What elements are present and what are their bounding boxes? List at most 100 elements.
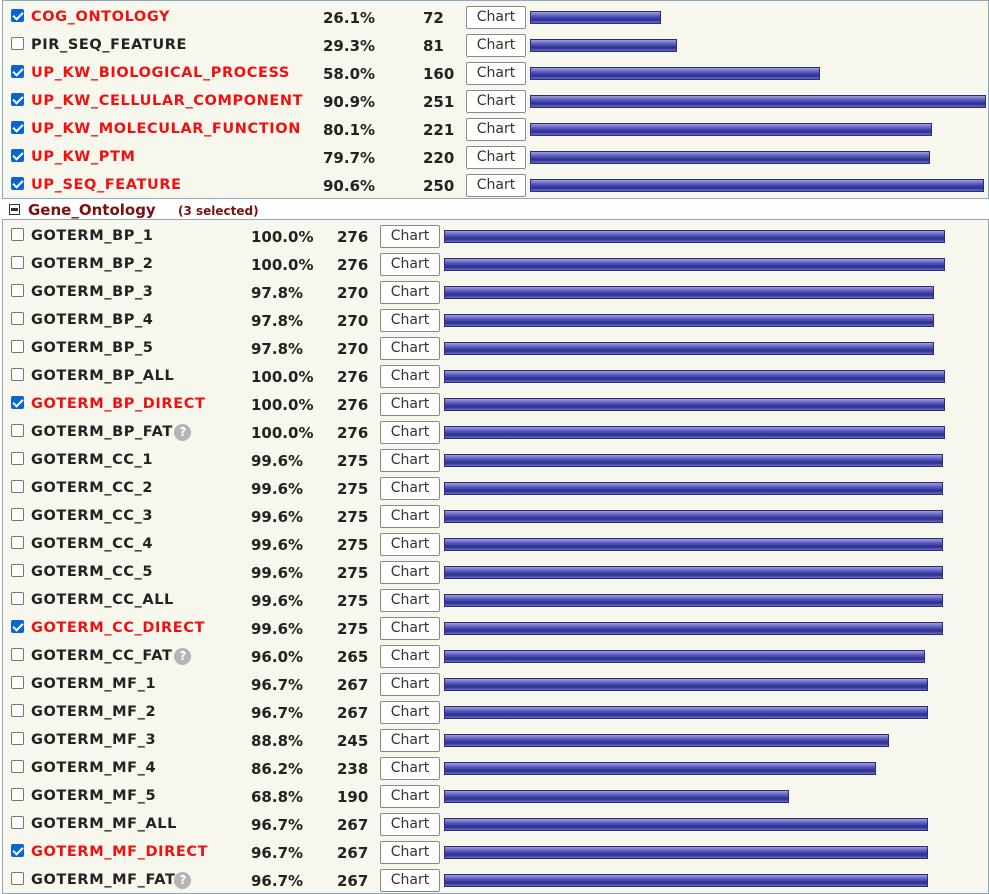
category-checkbox[interactable] xyxy=(11,620,24,633)
category-checkbox[interactable] xyxy=(11,256,24,269)
category-checkbox[interactable] xyxy=(11,368,24,381)
category-percent: 100.0% xyxy=(251,424,314,442)
annotation-category-panel: COG_ONTOLOGY 26.1% 72 Chart PIR_SEQ_FEATURE 2… xyxy=(2,0,989,199)
category-percent: 99.6% xyxy=(251,508,304,526)
chart-button[interactable]: Chart xyxy=(466,6,526,29)
category-checkbox[interactable] xyxy=(11,149,24,162)
category-checkbox[interactable] xyxy=(11,676,24,689)
chart-button[interactable]: Chart xyxy=(380,757,440,780)
category-checkbox[interactable] xyxy=(11,312,24,325)
chart-button[interactable]: Chart xyxy=(466,34,526,57)
category-checkbox[interactable] xyxy=(11,424,24,437)
chart-button[interactable]: Chart xyxy=(380,225,440,248)
category-checkbox[interactable] xyxy=(11,760,24,773)
category-count: 275 xyxy=(337,480,369,498)
chart-button[interactable]: Chart xyxy=(380,813,440,836)
category-checkbox[interactable] xyxy=(11,788,24,801)
category-checkbox[interactable] xyxy=(11,508,24,521)
category-count: 275 xyxy=(337,536,369,554)
category-row: GOTERM_BP_5 97.8% 270 Chart xyxy=(3,334,988,362)
chart-button[interactable]: Chart xyxy=(380,253,440,276)
chart-button[interactable]: Chart xyxy=(380,729,440,752)
category-row: GOTERM_CC_DIRECT 99.6% 275 Chart xyxy=(3,614,988,642)
percentage-bar xyxy=(444,398,945,411)
percentage-bar xyxy=(530,67,820,80)
help-icon[interactable]: ? xyxy=(174,872,192,889)
help-icon[interactable]: ? xyxy=(174,424,192,441)
chart-button[interactable]: Chart xyxy=(380,617,440,640)
category-count: 267 xyxy=(337,844,369,862)
category-checkbox[interactable] xyxy=(11,648,24,661)
chart-button[interactable]: Chart xyxy=(380,393,440,416)
category-name: UP_KW_MOLECULAR_FUNCTION xyxy=(31,121,301,137)
chart-button[interactable]: Chart xyxy=(380,589,440,612)
category-row: PIR_SEQ_FEATURE 29.3% 81 Chart xyxy=(3,31,988,59)
category-checkbox[interactable] xyxy=(11,536,24,549)
chart-button[interactable]: Chart xyxy=(466,90,526,113)
chart-button[interactable]: Chart xyxy=(380,449,440,472)
category-checkbox[interactable] xyxy=(11,816,24,829)
category-count: 275 xyxy=(337,508,369,526)
category-checkbox[interactable] xyxy=(11,844,24,857)
category-checkbox[interactable] xyxy=(11,340,24,353)
category-checkbox[interactable] xyxy=(11,396,24,409)
chart-button[interactable]: Chart xyxy=(380,841,440,864)
percentage-bar xyxy=(444,230,945,243)
category-checkbox[interactable] xyxy=(11,872,24,885)
category-checkbox[interactable] xyxy=(11,284,24,297)
chart-button[interactable]: Chart xyxy=(380,421,440,444)
category-percent: 97.8% xyxy=(251,284,304,302)
category-name: GOTERM_MF_FAT xyxy=(31,872,176,888)
category-name: GOTERM_BP_3 xyxy=(31,284,154,300)
percentage-bar xyxy=(530,39,677,52)
category-checkbox[interactable] xyxy=(11,452,24,465)
category-checkbox[interactable] xyxy=(11,37,24,50)
category-row: GOTERM_MF_FAT? 96.7% 267 Chart xyxy=(3,866,988,894)
category-checkbox[interactable] xyxy=(11,9,24,22)
chart-button[interactable]: Chart xyxy=(466,174,526,197)
category-count: 270 xyxy=(337,284,369,302)
chart-button[interactable]: Chart xyxy=(380,505,440,528)
category-checkbox[interactable] xyxy=(11,121,24,134)
category-percent: 86.2% xyxy=(251,760,304,778)
category-percent: 100.0% xyxy=(251,256,314,274)
category-row: GOTERM_BP_FAT? 100.0% 276 Chart xyxy=(3,418,988,446)
chart-button[interactable]: Chart xyxy=(380,785,440,808)
chart-button[interactable]: Chart xyxy=(380,701,440,724)
chart-button[interactable]: Chart xyxy=(380,673,440,696)
category-checkbox[interactable] xyxy=(11,177,24,190)
category-percent: 58.0% xyxy=(323,65,376,83)
category-checkbox[interactable] xyxy=(11,228,24,241)
chart-button[interactable]: Chart xyxy=(380,561,440,584)
category-checkbox[interactable] xyxy=(11,93,24,106)
chart-button[interactable]: Chart xyxy=(380,645,440,668)
category-checkbox[interactable] xyxy=(11,592,24,605)
chart-button[interactable]: Chart xyxy=(380,365,440,388)
category-row: GOTERM_CC_1 99.6% 275 Chart xyxy=(3,446,988,474)
minus-box-icon[interactable] xyxy=(9,204,20,215)
category-name: GOTERM_MF_DIRECT xyxy=(31,844,209,860)
chart-button[interactable]: Chart xyxy=(380,309,440,332)
category-checkbox[interactable] xyxy=(11,480,24,493)
chart-button[interactable]: Chart xyxy=(380,337,440,360)
chart-button[interactable]: Chart xyxy=(380,533,440,556)
chart-button[interactable]: Chart xyxy=(466,146,526,169)
help-icon[interactable]: ? xyxy=(174,648,192,665)
category-name: UP_KW_CELLULAR_COMPONENT xyxy=(31,93,304,109)
chart-button[interactable]: Chart xyxy=(466,62,526,85)
category-checkbox[interactable] xyxy=(11,704,24,717)
category-count: 250 xyxy=(423,177,455,195)
category-name: GOTERM_CC_ALL xyxy=(31,592,174,608)
category-count: 72 xyxy=(423,9,444,27)
category-row: GOTERM_BP_ALL 100.0% 276 Chart xyxy=(3,362,988,390)
category-checkbox[interactable] xyxy=(11,65,24,78)
chart-button[interactable]: Chart xyxy=(466,118,526,141)
chart-button[interactable]: Chart xyxy=(380,869,440,892)
chart-button[interactable]: Chart xyxy=(380,281,440,304)
category-checkbox[interactable] xyxy=(11,564,24,577)
category-row: UP_KW_BIOLOGICAL_PROCESS 58.0% 160 Chart xyxy=(3,59,988,87)
chart-button[interactable]: Chart xyxy=(380,477,440,500)
category-percent: 97.8% xyxy=(251,340,304,358)
category-percent: 90.9% xyxy=(323,93,376,111)
category-checkbox[interactable] xyxy=(11,732,24,745)
